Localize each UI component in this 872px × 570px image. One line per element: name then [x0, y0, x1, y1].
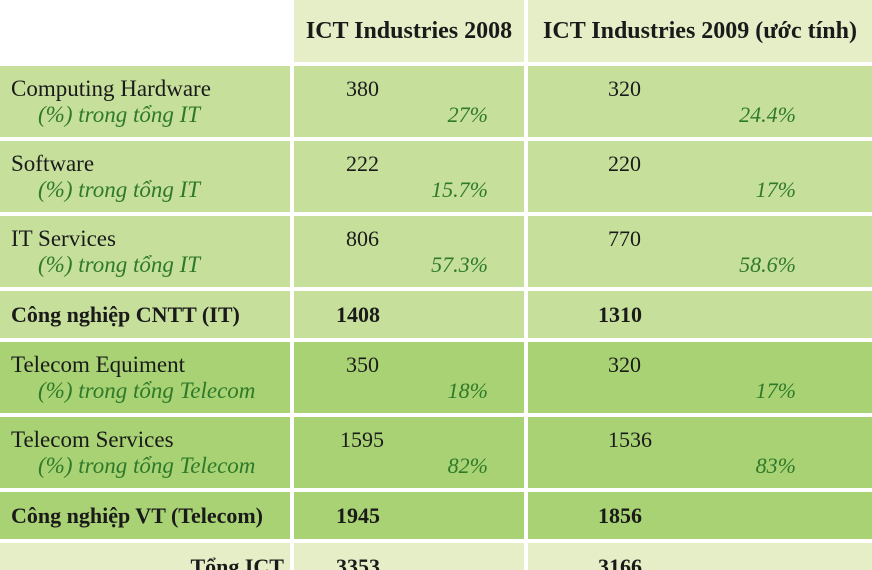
- row-title: Tổng ICT: [190, 553, 284, 570]
- percent: 57.3%: [431, 252, 488, 277]
- percent: 27%: [447, 102, 488, 127]
- cell-2008-telecom-services: 1595 82%: [294, 417, 524, 488]
- row-label-telecom-services: Telecom Services (%) trong tổng Telecom: [0, 417, 290, 488]
- value: 1310: [598, 301, 642, 327]
- value: 1536: [608, 427, 652, 452]
- cell-2008-computing-hardware: 380 27%: [294, 66, 524, 137]
- row-label-software: Software (%) trong tổng IT: [0, 141, 290, 212]
- percent: 17%: [755, 177, 796, 202]
- cell-2008-ict-total: 3353: [294, 543, 524, 570]
- row-title: Computing Hardware: [11, 76, 211, 101]
- row-title: Telecom Equiment: [11, 352, 186, 377]
- row-subtitle: (%) trong tổng Telecom: [38, 453, 256, 478]
- value: 350: [346, 352, 379, 377]
- row-label-telecom-total: Công nghiệp VT (Telecom): [0, 492, 290, 539]
- cell-2009-telecom-services: 1536 83%: [528, 417, 872, 488]
- value: 220: [608, 151, 641, 176]
- cell-2008-it-total: 1408: [294, 291, 524, 338]
- row-label-ict-total: Tổng ICT: [0, 543, 290, 570]
- header-2008: ICT Industries 2008: [294, 0, 524, 62]
- row-subtitle: (%) trong tổng Telecom: [38, 378, 256, 403]
- cell-2009-it-services: 770 58.6%: [528, 216, 872, 287]
- value: 1408: [336, 301, 380, 327]
- value: 1856: [598, 502, 642, 528]
- percent: 58.6%: [739, 252, 796, 277]
- row-title: Công nghiệp CNTT (IT): [11, 301, 240, 327]
- cell-2008-telecom-total: 1945: [294, 492, 524, 539]
- cell-2008-software: 222 15.7%: [294, 141, 524, 212]
- cell-2009-it-total: 1310: [528, 291, 872, 338]
- cell-2008-it-services: 806 57.3%: [294, 216, 524, 287]
- cell-2009-telecom-equipment: 320 17%: [528, 342, 872, 413]
- value: 3353: [336, 553, 380, 570]
- value: 1945: [336, 502, 380, 528]
- percent: 83%: [755, 453, 796, 478]
- value: 770: [608, 226, 641, 251]
- row-subtitle: (%) trong tổng IT: [38, 252, 201, 277]
- header-2009: ICT Industries 2009 (ước tính): [528, 0, 872, 62]
- cell-2009-computing-hardware: 320 24.4%: [528, 66, 872, 137]
- value: 3166: [598, 553, 642, 570]
- value: 222: [346, 151, 379, 176]
- row-subtitle: (%) trong tổng IT: [38, 177, 201, 202]
- row-label-it-total: Công nghiệp CNTT (IT): [0, 291, 290, 338]
- cell-2008-telecom-equipment: 350 18%: [294, 342, 524, 413]
- row-title: Software: [11, 151, 95, 176]
- percent: 24.4%: [739, 102, 796, 127]
- row-label-telecom-equipment: Telecom Equiment (%) trong tổng Telecom: [0, 342, 290, 413]
- value: 380: [346, 76, 379, 101]
- row-label-computing-hardware: Computing Hardware (%) trong tổng IT: [0, 66, 290, 137]
- value: 806: [346, 226, 379, 251]
- cell-2009-software: 220 17%: [528, 141, 872, 212]
- percent: 18%: [447, 378, 488, 403]
- row-title: IT Services: [11, 226, 116, 251]
- row-title: Telecom Services: [11, 427, 174, 452]
- value: 320: [608, 352, 641, 377]
- row-subtitle: (%) trong tổng IT: [38, 102, 201, 127]
- cell-2009-ict-total: 3166: [528, 543, 872, 570]
- percent: 82%: [447, 453, 488, 478]
- row-label-it-services: IT Services (%) trong tổng IT: [0, 216, 290, 287]
- percent: 15.7%: [431, 177, 488, 202]
- percent: 17%: [755, 378, 796, 403]
- row-title: Công nghiệp VT (Telecom): [11, 502, 264, 528]
- header-empty-cell: [0, 0, 290, 62]
- value: 320: [608, 76, 641, 101]
- value: 1595: [340, 427, 384, 452]
- cell-2009-telecom-total: 1856: [528, 492, 872, 539]
